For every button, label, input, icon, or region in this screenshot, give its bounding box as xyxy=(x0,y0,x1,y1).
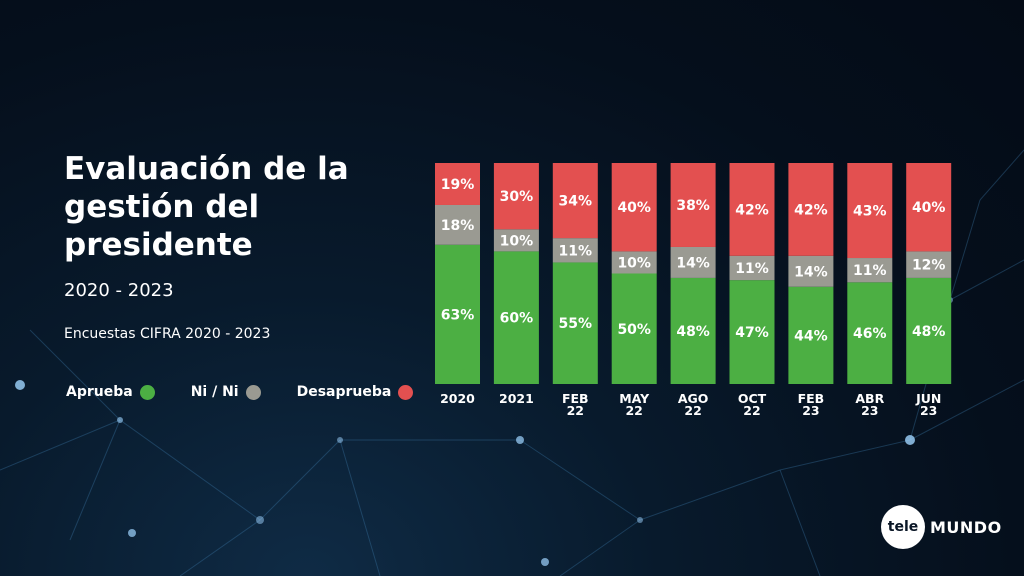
bar-segment-nini xyxy=(670,246,716,278)
data-label-aprueba: 48% xyxy=(676,324,710,340)
data-label-aprueba: 44% xyxy=(794,328,828,344)
logo-wordmark: MUNDO xyxy=(930,517,1002,537)
legend-swatch-desaprueba xyxy=(398,384,414,400)
data-label-nini: 14% xyxy=(676,255,710,271)
bar-segment-aprueba xyxy=(611,273,657,384)
bar-segment-desaprueba xyxy=(670,163,716,247)
data-label-nini: 11% xyxy=(559,243,593,259)
data-label-aprueba: 48% xyxy=(912,324,946,340)
x-tick-label: 2020 xyxy=(440,391,475,406)
bar-segment-aprueba xyxy=(435,244,480,384)
page-title: Evaluación de la gestión del presidente xyxy=(64,151,349,263)
bar-segment-nini xyxy=(552,238,598,263)
logo-circle: tele xyxy=(881,505,925,549)
x-tick-label: 2021 xyxy=(499,391,534,406)
legend-label-desaprueba: Desaprueba xyxy=(296,384,392,400)
legend-item-nini: Ni / Ni xyxy=(191,384,261,400)
data-label-nini: 10% xyxy=(617,255,651,271)
data-label-aprueba: 50% xyxy=(617,322,651,338)
legend-label-nini: Ni / Ni xyxy=(190,384,239,400)
data-label-desaprueba: 34% xyxy=(559,194,593,210)
data-label-aprueba: 60% xyxy=(500,311,534,327)
data-label-nini: 12% xyxy=(912,258,946,274)
bar-segment-desaprueba xyxy=(435,163,480,205)
legend-swatch-aprueba xyxy=(139,384,155,400)
x-tick-label: FEB 23 xyxy=(798,391,825,418)
data-label-desaprueba: 43% xyxy=(853,204,887,220)
data-label-nini: 18% xyxy=(441,218,475,234)
bar-segment-desaprueba xyxy=(847,163,893,259)
data-label-desaprueba: 38% xyxy=(676,198,710,214)
telemundo-logo: tele MUNDO xyxy=(881,505,1002,549)
data-label-nini: 14% xyxy=(794,264,828,280)
x-tick-label: JUN 23 xyxy=(915,391,941,418)
x-tick-label: MAY 22 xyxy=(619,391,650,418)
bar-segment-nini xyxy=(847,258,893,283)
data-label-nini: 11% xyxy=(735,261,769,277)
bar-segment-nini xyxy=(729,255,775,281)
data-label-aprueba: 55% xyxy=(559,316,593,332)
chart-legend: Aprueba Ni / Ni Desaprueba xyxy=(66,384,435,400)
legend-item-aprueba: Aprueba xyxy=(66,384,155,400)
data-label-desaprueba: 40% xyxy=(617,200,651,216)
bar-segment-aprueba xyxy=(552,262,598,384)
bar-segment-nini xyxy=(788,255,834,287)
bar-segment-desaprueba xyxy=(788,163,834,256)
data-label-desaprueba: 42% xyxy=(794,202,828,218)
bar-segment-aprueba xyxy=(847,282,893,384)
data-label-aprueba: 63% xyxy=(441,307,475,323)
x-tick-label: ABR 23 xyxy=(855,391,884,418)
data-label-desaprueba: 19% xyxy=(441,177,475,193)
data-label-desaprueba: 42% xyxy=(735,202,769,218)
bar-segment-aprueba xyxy=(906,277,952,384)
subtitle: 2020 - 2023 xyxy=(64,280,174,301)
legend-item-desaprueba: Desaprueba xyxy=(297,384,414,400)
bar-segment-nini xyxy=(493,229,539,252)
bar-segment-nini xyxy=(906,251,952,278)
bar-segment-desaprueba xyxy=(729,163,775,256)
data-label-aprueba: 47% xyxy=(735,325,769,341)
x-tick-label: OCT 22 xyxy=(738,391,767,418)
x-tick-label: FEB 22 xyxy=(562,391,589,418)
bar-segment-nini xyxy=(435,204,480,245)
bar-segment-desaprueba xyxy=(493,163,539,230)
bar-segment-nini xyxy=(611,251,657,274)
data-label-nini: 10% xyxy=(500,233,534,249)
bar-segment-desaprueba xyxy=(906,163,952,252)
bar-segment-desaprueba xyxy=(611,163,657,252)
source-note: Encuestas CIFRA 2020 - 2023 xyxy=(64,326,271,342)
x-tick-label: AGO 22 xyxy=(678,391,709,418)
data-label-desaprueba: 30% xyxy=(500,189,534,205)
data-label-nini: 11% xyxy=(853,263,887,279)
legend-label-aprueba: Aprueba xyxy=(66,384,133,400)
bar-segment-desaprueba xyxy=(552,163,598,239)
data-label-aprueba: 46% xyxy=(853,326,887,342)
bar-segment-aprueba xyxy=(493,251,539,384)
legend-swatch-nini xyxy=(245,384,261,400)
bar-segment-aprueba xyxy=(788,286,834,384)
data-label-desaprueba: 40% xyxy=(912,200,946,216)
bar-segment-aprueba xyxy=(729,280,775,384)
bar-segment-aprueba xyxy=(670,277,716,384)
